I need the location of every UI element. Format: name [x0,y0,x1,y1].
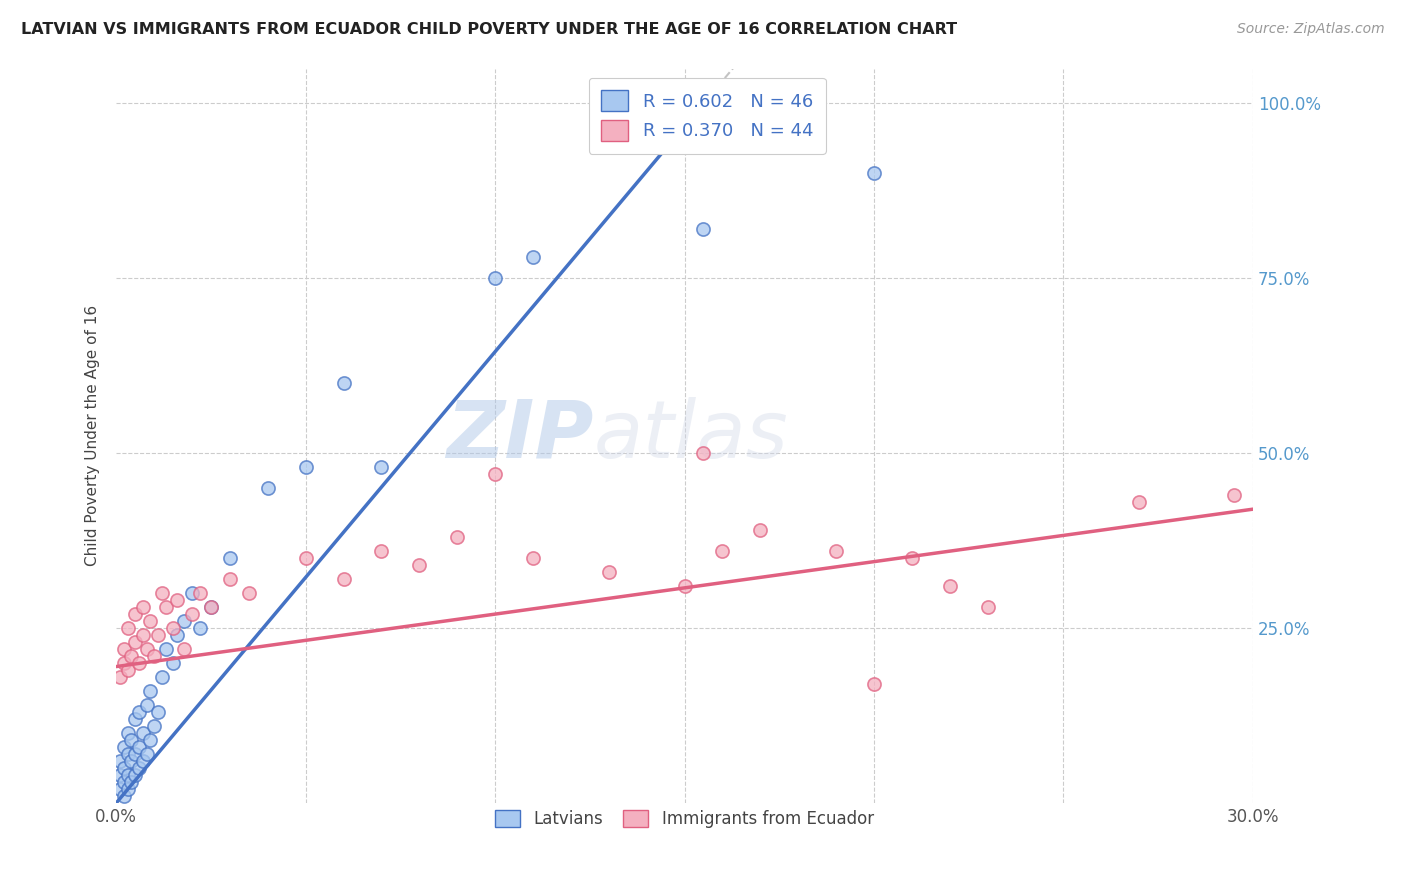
Point [128,739,150,754]
Point [112,656,135,670]
Point [825,544,848,558]
Point [598,565,620,579]
Point [692,446,714,460]
Point [117,726,139,740]
Point [166,628,188,642]
Point [132,726,155,740]
Point [132,600,155,615]
Point [162,621,184,635]
Point [181,607,204,621]
Point [863,166,886,180]
Point [120,775,142,789]
Point [112,789,135,803]
Point [200,600,222,615]
Point [117,747,139,761]
Point [124,607,146,621]
Point [901,551,924,566]
Point [128,656,150,670]
Point [173,614,195,628]
Text: Source: ZipAtlas.com: Source: ZipAtlas.com [1237,22,1385,37]
Point [112,775,135,789]
Point [173,642,195,657]
Point [108,754,131,768]
Point [155,642,177,657]
Point [135,642,157,657]
Legend: Latvians, Immigrants from Ecuador: Latvians, Immigrants from Ecuador [489,804,880,835]
Point [408,558,430,573]
Point [181,586,204,600]
Point [188,621,211,635]
Point [294,551,316,566]
Point [484,467,506,482]
Point [139,614,162,628]
Point [120,733,142,747]
Point [1223,488,1246,502]
Point [370,544,392,558]
Point [117,663,139,677]
Point [112,761,135,775]
Point [238,586,260,600]
Point [976,600,998,615]
Point [188,586,211,600]
Point [139,733,162,747]
Point [522,251,544,265]
Point [124,768,146,782]
Point [108,670,131,684]
Point [598,89,620,103]
Point [332,572,354,586]
Point [120,754,142,768]
Text: atlas: atlas [593,397,789,475]
Y-axis label: Child Poverty Under the Age of 16: Child Poverty Under the Age of 16 [86,305,100,566]
Point [108,768,131,782]
Point [135,698,157,712]
Point [146,628,169,642]
Point [124,635,146,649]
Point [120,649,142,664]
Point [124,747,146,761]
Point [124,712,146,726]
Point [749,523,772,537]
Point [219,572,242,586]
Point [332,376,354,391]
Point [143,719,166,733]
Point [522,551,544,566]
Point [150,670,173,684]
Point [132,754,155,768]
Point [939,579,962,593]
Point [150,586,173,600]
Point [117,621,139,635]
Point [128,761,150,775]
Point [146,705,169,719]
Point [143,649,166,664]
Point [692,222,714,236]
Point [139,684,162,698]
Text: ZIP: ZIP [446,397,593,475]
Point [117,781,139,796]
Point [166,593,188,607]
Point [484,271,506,285]
Point [112,642,135,657]
Point [219,551,242,566]
Point [128,705,150,719]
Point [112,739,135,754]
Point [155,600,177,615]
Point [446,530,468,544]
Point [117,768,139,782]
Point [132,628,155,642]
Point [673,579,696,593]
Point [108,781,131,796]
Point [200,600,222,615]
Point [135,747,157,761]
Point [863,677,886,691]
Point [370,460,392,475]
Text: LATVIAN VS IMMIGRANTS FROM ECUADOR CHILD POVERTY UNDER THE AGE OF 16 CORRELATION: LATVIAN VS IMMIGRANTS FROM ECUADOR CHILD… [21,22,957,37]
Point [294,460,316,475]
Point [162,656,184,670]
Point [1128,495,1150,509]
Point [711,544,734,558]
Point [256,481,278,495]
